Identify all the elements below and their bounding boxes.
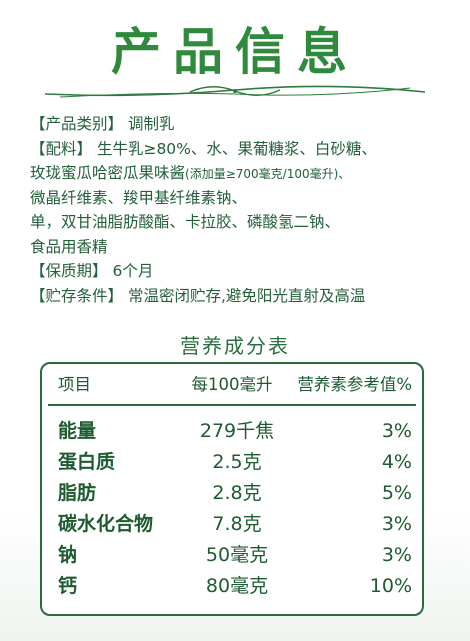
table-row: 碳水化合物 7.8克 3% xyxy=(42,509,422,540)
row-amount: 2.5克 xyxy=(212,451,262,473)
row-item: 碳水化合物 xyxy=(58,513,154,535)
ingredients-line-1: 【配料】 生牛乳≥80%、水、果葡糖浆、白砂糖、 xyxy=(30,137,460,162)
row-amount: 7.8克 xyxy=(212,513,262,535)
row-nrv: 10% xyxy=(369,575,412,597)
header-nrv: 营养素参考值% xyxy=(297,375,412,394)
header-divider xyxy=(48,404,416,406)
ingredients-text-2a: 玫珑蜜瓜哈密瓜果味酱 xyxy=(30,164,186,182)
table-row: 钙 80毫克 10% xyxy=(42,571,422,602)
row-nrv: 3% xyxy=(381,420,412,442)
ingredients-line-3: 微晶纤维素、羧甲基纤维素钠、 xyxy=(30,188,248,207)
row-item: 蛋白质 xyxy=(58,451,116,473)
table-row: 能量 279千焦 3% xyxy=(42,416,422,447)
category-line: 【产品类别】 调制乳 xyxy=(30,112,460,137)
row-item: 钠 xyxy=(58,544,78,566)
header-per-100ml: 每100毫升 xyxy=(191,375,273,394)
ingredients-line-4: 单，双甘油脂肪酸酯、卡拉胶、磷酸氢二钠、 xyxy=(30,213,341,231)
ingredients-line-5: 食品用香精 xyxy=(30,237,108,256)
row-amount: 80毫克 xyxy=(205,575,269,597)
nutrition-title: 营养成分表 xyxy=(180,334,290,358)
ingredients-label: 【配料】 xyxy=(30,139,93,158)
row-nrv: 3% xyxy=(381,513,412,535)
nutrition-header-row: 项目 每100毫升 营养素参考值% xyxy=(42,370,422,400)
table-row: 钠 50毫克 3% xyxy=(42,540,422,571)
shelf-life-label: 【保质期】 xyxy=(30,262,108,280)
ingredients-line-2: 玫珑蜜瓜哈密瓜果味酱(添加量≥700毫克/100毫升)、 xyxy=(30,161,460,186)
storage-value: 常温密闭贮存,避免阳光直射及高温 xyxy=(127,286,366,305)
table-row: 脂肪 2.8克 5% xyxy=(42,478,422,509)
category-value: 调制乳 xyxy=(127,115,175,133)
ingredients-text-1: 生牛乳≥80%、水、果葡糖浆、白砂糖、 xyxy=(96,139,377,158)
row-amount: 279千焦 xyxy=(199,420,275,442)
row-amount: 50毫克 xyxy=(205,544,269,566)
shelf-life-line: 【保质期】 6个月 xyxy=(30,259,460,284)
ingredients-text-2b: (添加量≥700毫克/100毫升)、 xyxy=(185,167,351,181)
row-item: 钙 xyxy=(58,575,78,597)
nutrition-table: 项目 每100毫升 营养素参考值% 能量 279千焦 3% 蛋白质 2.5克 4… xyxy=(40,362,424,616)
storage-line: 【贮存条件】 常温密闭贮存,避免阳光直射及高温 xyxy=(30,284,460,309)
header-item: 项目 xyxy=(58,375,91,394)
row-amount: 2.8克 xyxy=(212,482,262,504)
row-item: 能量 xyxy=(58,420,97,442)
row-nrv: 4% xyxy=(381,451,412,473)
shelf-life-value: 6个月 xyxy=(112,262,154,280)
table-row: 蛋白质 2.5克 4% xyxy=(42,447,422,478)
row-nrv: 5% xyxy=(381,482,412,504)
page-title: 产品信息 xyxy=(111,23,359,81)
decorative-flourish xyxy=(44,85,426,98)
storage-label: 【贮存条件】 xyxy=(30,286,124,305)
row-nrv: 3% xyxy=(381,544,412,566)
product-info: 【产品类别】 调制乳 【配料】 生牛乳≥80%、水、果葡糖浆、白砂糖、 玫珑蜜瓜… xyxy=(30,112,460,308)
row-item: 脂肪 xyxy=(58,482,97,504)
category-label: 【产品类别】 xyxy=(30,115,124,133)
